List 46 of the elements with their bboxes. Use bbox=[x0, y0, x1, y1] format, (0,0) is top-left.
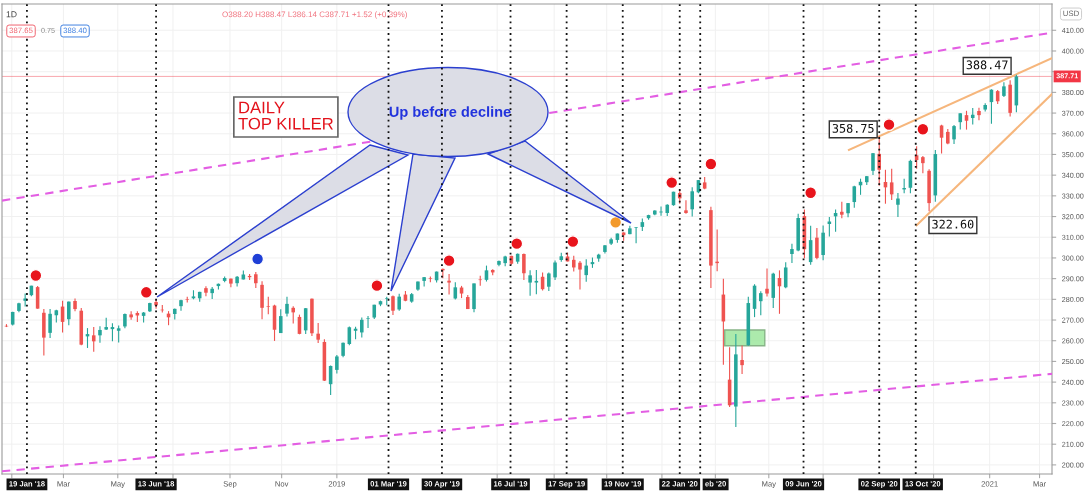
candlestick bbox=[91, 326, 96, 353]
candlestick bbox=[939, 124, 944, 154]
candlestick bbox=[684, 199, 688, 215]
candlestick bbox=[98, 325, 102, 344]
candlestick bbox=[422, 276, 426, 288]
candlestick bbox=[977, 107, 981, 121]
candlestick bbox=[522, 252, 526, 281]
candlestick bbox=[584, 258, 589, 283]
candlestick bbox=[921, 155, 925, 174]
candlestick bbox=[366, 315, 370, 329]
candlestick bbox=[129, 310, 133, 321]
candlestick bbox=[790, 243, 794, 264]
candlestick bbox=[204, 285, 208, 297]
candlestick bbox=[634, 226, 638, 244]
candlestick bbox=[48, 308, 52, 339]
annotation: 358.75 bbox=[832, 123, 874, 133]
annotation: 1D bbox=[6, 11, 17, 18]
candlestick bbox=[547, 271, 551, 292]
candlestick bbox=[335, 354, 339, 374]
candlestick bbox=[740, 344, 744, 375]
candlestick bbox=[815, 227, 819, 260]
candlestick bbox=[534, 269, 539, 295]
candlestick bbox=[690, 186, 694, 218]
candlestick bbox=[528, 269, 532, 297]
candlestick bbox=[821, 224, 825, 261]
candlestick bbox=[285, 296, 289, 318]
candlestick bbox=[360, 316, 364, 338]
candlestick bbox=[316, 322, 320, 344]
candlestick bbox=[67, 300, 71, 326]
candlestick bbox=[260, 280, 264, 320]
annotation: Up before decline bbox=[389, 106, 511, 120]
candlestick bbox=[759, 290, 763, 316]
candlestick bbox=[964, 110, 969, 131]
candlestick bbox=[391, 294, 395, 316]
candlestick bbox=[896, 192, 900, 218]
annotation: 388.47 bbox=[966, 60, 1008, 70]
candlestick bbox=[952, 124, 956, 145]
annotation: 322.60 bbox=[932, 219, 974, 229]
candlestick bbox=[553, 259, 557, 281]
annotation: O388.20 H388.47 L386.14 C387.71 +1.52 (+0.39%) bbox=[222, 11, 407, 19]
candlestick bbox=[447, 273, 451, 296]
candlestick bbox=[871, 152, 875, 176]
text: DAILY TOP KILLER bbox=[238, 101, 333, 130]
candlestick bbox=[877, 135, 882, 187]
candlestick bbox=[765, 267, 769, 297]
candlestick bbox=[578, 260, 582, 290]
